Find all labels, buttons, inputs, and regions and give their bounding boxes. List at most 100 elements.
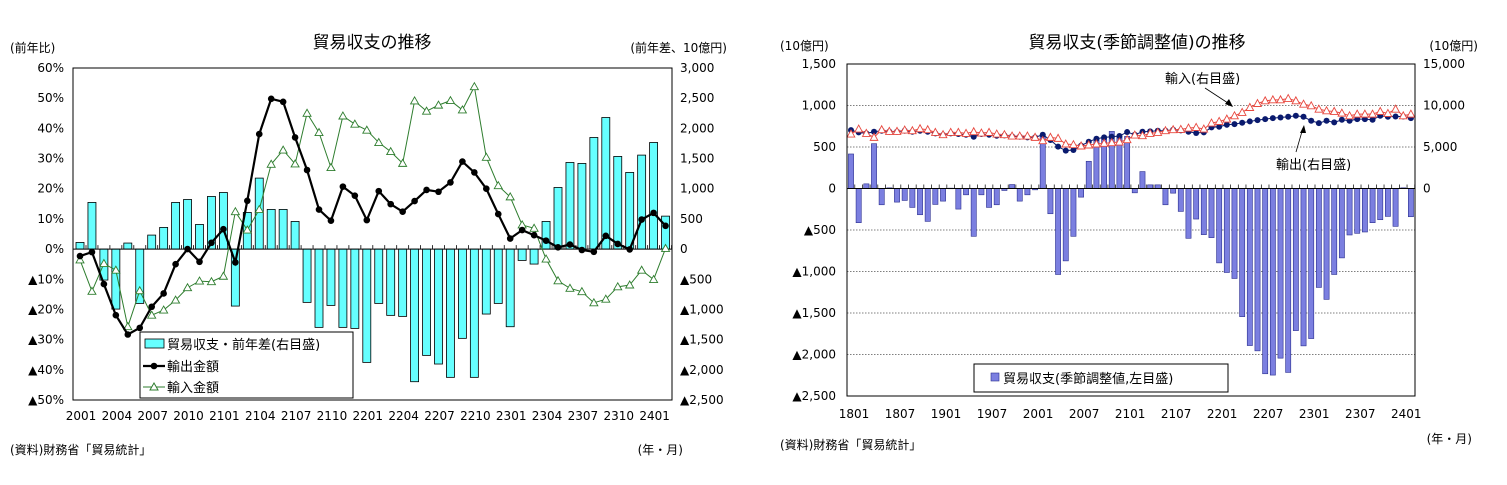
right-y-tick-label: 0 bbox=[680, 242, 688, 256]
import-point bbox=[1053, 133, 1063, 142]
bar-trade-balance-yoy bbox=[171, 202, 181, 250]
import-point bbox=[1176, 124, 1186, 133]
import-point bbox=[648, 274, 659, 284]
import-point bbox=[373, 137, 384, 146]
bar-trade-balance-sa bbox=[863, 183, 870, 189]
import-point bbox=[953, 127, 963, 136]
import-point bbox=[1114, 137, 1125, 146]
right-axis-unit: (前年差、10億円) bbox=[630, 40, 727, 55]
x-tick-label: 2401 bbox=[1391, 407, 1422, 421]
bar-trade-balance-yoy bbox=[398, 248, 408, 317]
bar-trade-balance-yoy bbox=[278, 209, 288, 250]
import-point bbox=[1038, 135, 1048, 145]
export-point bbox=[148, 303, 155, 311]
right-y-tick-label: 15,000 bbox=[1423, 57, 1465, 71]
annotation-import: 輸入(右目盛) bbox=[1165, 72, 1240, 87]
export-point bbox=[1285, 113, 1292, 120]
export-point bbox=[1055, 143, 1062, 150]
export-point bbox=[1101, 134, 1108, 141]
right-y-tick-label: ▲1,000 bbox=[680, 302, 724, 316]
x-tick-label: 2101 bbox=[1115, 407, 1146, 421]
bar-trade-balance-yoy bbox=[362, 248, 372, 363]
export-point bbox=[590, 248, 598, 256]
left-y-tick-label: ▲1,000 bbox=[792, 265, 836, 279]
export-point bbox=[447, 179, 454, 186]
bar-trade-balance-sa bbox=[1346, 188, 1353, 236]
bar-trade-balance-yoy bbox=[637, 154, 647, 250]
export-point bbox=[172, 260, 179, 268]
import-point bbox=[1383, 108, 1393, 117]
bar-trade-balance-sa bbox=[1024, 188, 1031, 196]
x-tick-label: 2307 bbox=[1345, 407, 1376, 421]
x-tick-label: 2001 bbox=[66, 409, 97, 423]
import-point bbox=[445, 95, 456, 105]
import-point bbox=[433, 100, 444, 109]
left-y-tick-label: 10% bbox=[37, 212, 64, 226]
chart-title: 貿易収支の推移 bbox=[313, 33, 432, 53]
import-point bbox=[892, 126, 902, 135]
bar-trade-balance-sa bbox=[1016, 188, 1023, 202]
x-axis-unit: (年・月) bbox=[638, 443, 683, 457]
import-point bbox=[961, 128, 971, 137]
bar-trade-balance-yoy bbox=[302, 248, 312, 303]
export-point bbox=[339, 183, 347, 190]
x-tick-label: 2104 bbox=[245, 409, 276, 423]
bar-trade-balance-sa bbox=[1315, 188, 1322, 288]
x-tick-label: 1907 bbox=[977, 407, 1008, 421]
import-point bbox=[290, 159, 300, 168]
import-point bbox=[146, 310, 157, 319]
bar-trade-balance-yoy bbox=[123, 242, 133, 250]
import-point bbox=[992, 129, 1002, 138]
plot-frame bbox=[72, 67, 673, 401]
import-point bbox=[302, 108, 312, 117]
right-y-tick-label: 0 bbox=[1423, 182, 1431, 196]
import-point bbox=[1061, 139, 1071, 148]
export-point bbox=[1331, 119, 1338, 126]
export-point bbox=[315, 206, 323, 213]
export-point bbox=[530, 231, 538, 239]
import-point bbox=[1206, 118, 1217, 127]
import-point bbox=[1007, 131, 1017, 140]
import-point bbox=[326, 162, 336, 172]
export-point bbox=[471, 169, 478, 176]
bar-trade-balance-sa bbox=[1147, 184, 1154, 189]
import-point bbox=[907, 125, 917, 135]
export-point bbox=[184, 245, 191, 253]
x-tick-label: 2107 bbox=[281, 409, 312, 423]
bar-trade-balance-sa bbox=[878, 188, 885, 206]
right-y-tick-label: 5,000 bbox=[1423, 140, 1457, 154]
export-point bbox=[220, 225, 227, 233]
export-point bbox=[327, 217, 335, 225]
bar-trade-balance-yoy bbox=[601, 117, 611, 250]
export-point bbox=[1338, 116, 1345, 123]
import-point bbox=[493, 180, 504, 190]
bar-trade-balance-sa bbox=[1078, 188, 1084, 198]
export-point bbox=[88, 248, 96, 256]
x-tick-label: 2301 bbox=[1299, 407, 1330, 421]
export-point bbox=[196, 258, 203, 266]
annotation-arrowhead-import bbox=[1225, 99, 1233, 107]
export-point bbox=[435, 188, 442, 196]
import-point bbox=[1099, 138, 1109, 147]
export-point bbox=[1277, 114, 1284, 121]
bar-trade-balance-sa bbox=[871, 143, 877, 189]
bar-trade-balance-sa bbox=[855, 188, 862, 223]
bar-trade-balance-sa bbox=[955, 188, 962, 210]
legend-label-export: 輸出金額 bbox=[167, 359, 219, 375]
import-point bbox=[999, 129, 1009, 139]
bar-trade-balance-sa bbox=[1300, 188, 1307, 347]
bar-trade-balance-sa bbox=[909, 188, 916, 208]
export-point bbox=[208, 239, 215, 247]
import-point bbox=[1252, 98, 1263, 107]
left-axis-unit: (前年比) bbox=[10, 40, 55, 55]
bar-trade-balance-sa bbox=[1124, 136, 1131, 189]
bar-trade-balance-sa bbox=[978, 188, 985, 196]
x-tick-label: 2101 bbox=[209, 409, 240, 423]
import-point bbox=[338, 111, 348, 120]
bar-trade-balance-sa bbox=[993, 188, 1000, 206]
import-point bbox=[182, 282, 193, 292]
import-point bbox=[111, 265, 121, 274]
bar-trade-balance-sa bbox=[1262, 188, 1269, 375]
bar-trade-balance-sa bbox=[1269, 188, 1276, 376]
right-y-tick-label: ▲2,500 bbox=[680, 393, 724, 407]
